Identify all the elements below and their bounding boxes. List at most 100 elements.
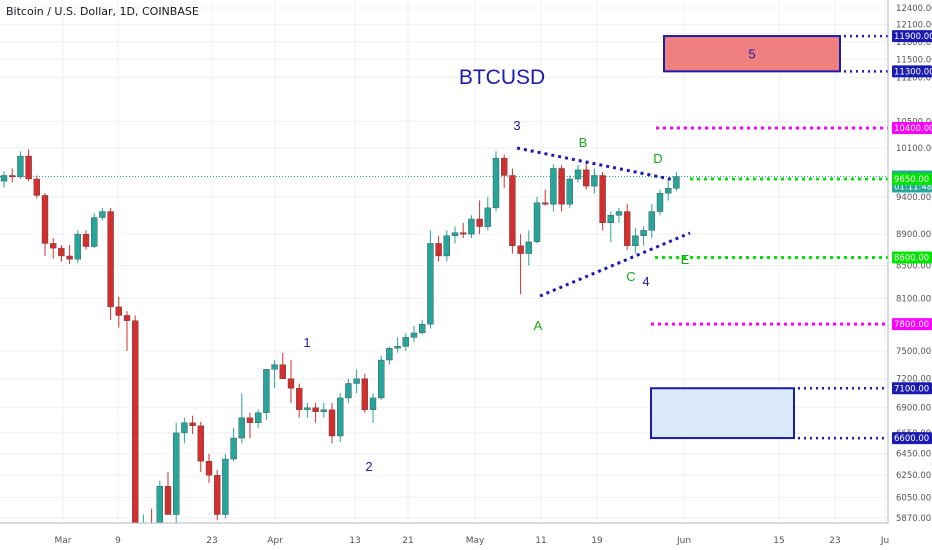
candle-body <box>41 195 49 244</box>
candle-body <box>131 320 139 524</box>
candle <box>246 412 254 439</box>
candle-body <box>435 243 442 257</box>
candle <box>369 393 377 423</box>
y-tick-label: 11200.00 <box>896 73 932 83</box>
candle <box>41 193 49 256</box>
x-tick-label: 21 <box>402 536 413 546</box>
target-zone-5-label: 5 <box>748 47 755 62</box>
candle-body <box>386 347 393 361</box>
candle <box>566 175 573 208</box>
candle-body <box>665 188 672 194</box>
candle-body <box>74 233 82 260</box>
candle <box>558 165 565 212</box>
wave-label-3: 3 <box>513 118 520 133</box>
y-tick-label: 6450.00 <box>896 450 931 460</box>
price-tag-box <box>892 251 932 264</box>
candle-body <box>279 364 286 379</box>
candle <box>205 453 213 483</box>
candle <box>17 151 24 179</box>
candle-body <box>337 397 344 437</box>
candle <box>632 228 639 254</box>
wave-label-d: D <box>653 151 662 166</box>
candle-body <box>656 193 664 212</box>
price-tag-box <box>892 318 932 331</box>
candle <box>164 471 172 515</box>
candle-body <box>25 155 32 180</box>
price-tag-label: 7800.00 <box>894 320 929 330</box>
candle <box>123 311 131 351</box>
candle <box>361 374 368 413</box>
y-tick-label: 9400.00 <box>896 193 931 203</box>
candle <box>66 244 73 264</box>
wave-label-a: A <box>534 318 543 333</box>
candle <box>492 151 500 212</box>
price-tag-countdown: 01:11:48 <box>894 183 932 193</box>
candle-body <box>533 202 541 243</box>
candle-body <box>492 157 500 209</box>
price-tag-label: 10400.00 <box>894 124 932 134</box>
price-tag-label: 11300.00 <box>894 67 932 77</box>
candles <box>0 149 680 524</box>
x-tick-label: 23 <box>829 536 840 546</box>
candle <box>172 422 180 523</box>
candle <box>443 230 450 262</box>
wave-label-1: 1 <box>303 335 310 350</box>
x-tick-label: 15 <box>773 536 784 546</box>
candle-body <box>246 417 254 423</box>
candle <box>197 421 205 472</box>
target-zone-5 <box>663 35 841 73</box>
candle-body <box>468 218 475 235</box>
candle <box>181 417 188 444</box>
candle <box>345 378 352 403</box>
price-tag: 11300.00 <box>892 65 932 78</box>
candle-body <box>181 422 188 434</box>
candle-body <box>263 369 270 413</box>
candle <box>230 427 237 462</box>
candle-body <box>345 383 352 399</box>
triangle-lower-trendline <box>539 231 691 298</box>
candle-body <box>328 409 336 437</box>
candle-body <box>558 168 565 205</box>
price-axis <box>888 0 932 550</box>
candle-body <box>443 235 450 257</box>
candle-body <box>583 169 590 187</box>
candle <box>386 346 393 365</box>
candle <box>279 352 286 379</box>
price-tag: 10400.00 <box>892 121 932 134</box>
candle-body <box>0 175 8 182</box>
candle-body <box>615 211 623 216</box>
candle <box>410 325 418 342</box>
candle <box>337 393 344 443</box>
candle <box>107 207 114 320</box>
price-tag-box <box>892 65 932 78</box>
wave-label-e: E <box>681 252 690 267</box>
candle-body <box>402 337 409 347</box>
candle <box>517 234 524 295</box>
x-tick-label: May <box>466 536 485 546</box>
candle <box>591 168 598 194</box>
candle <box>648 204 655 239</box>
x-tick-label: Ju <box>880 536 889 546</box>
candle <box>640 226 647 246</box>
candle <box>74 230 82 264</box>
symbol-label: BTCUSD <box>459 66 545 89</box>
candle-body <box>115 306 123 316</box>
candle-body <box>419 323 426 334</box>
candle <box>189 415 196 434</box>
candle <box>419 319 426 335</box>
x-tick-label: Mar <box>55 536 72 546</box>
candle <box>484 196 491 231</box>
candle <box>304 402 311 418</box>
candle <box>353 369 360 394</box>
candle <box>533 196 541 244</box>
x-tick-label: 13 <box>349 536 360 546</box>
x-tick-label: 11 <box>535 536 546 546</box>
symbol-title: Bitcoin / U.S. Dollar, 1D, COINBASE <box>6 5 199 18</box>
y-tick-label: 6250.00 <box>896 471 931 481</box>
candle <box>574 165 582 183</box>
candle-body <box>378 359 385 399</box>
price-tag-box <box>892 30 932 43</box>
y-tick-label: 10100.00 <box>896 144 932 154</box>
price-tag: 9650.00 <box>892 172 932 185</box>
